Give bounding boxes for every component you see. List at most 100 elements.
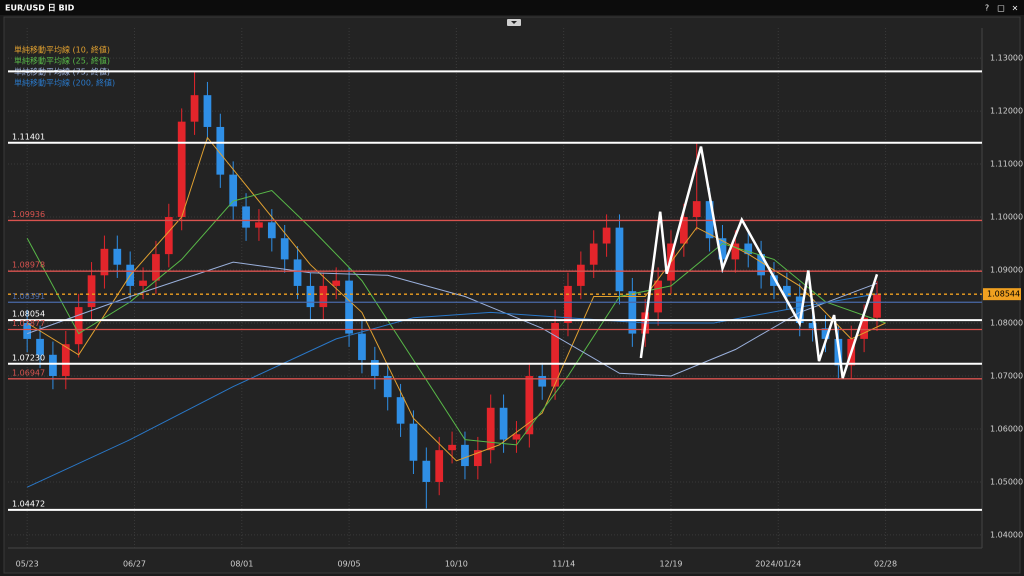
dropdown-arrow: [511, 21, 517, 24]
moving-average: [26, 136, 886, 462]
candle-body: [551, 322, 559, 387]
level-label: 1.06947: [12, 368, 45, 377]
candle-body: [860, 317, 868, 339]
candle-body: [499, 407, 508, 440]
x-tick-label: 09/05: [338, 560, 361, 569]
candle-body: [36, 338, 44, 355]
candle-body: [190, 95, 199, 122]
candle-body: [448, 444, 456, 451]
candle-body: [873, 294, 881, 318]
y-tick-label: 1.13000: [990, 54, 1023, 63]
window-title: EUR/USD 日 BID: [5, 4, 75, 13]
candle-body: [782, 285, 791, 297]
level-label: 1.04472: [12, 499, 45, 508]
candle-body: [332, 280, 341, 286]
moving-average: [27, 261, 878, 377]
x-tick-label: 2024/01/24: [755, 560, 801, 569]
candle-body: [525, 375, 534, 435]
candle-body: [808, 322, 817, 329]
candle-body: [358, 333, 366, 361]
candle-body: [280, 238, 289, 260]
trend-drawing: [639, 146, 879, 379]
chart-panel: [3, 16, 1021, 574]
candle-body: [821, 328, 830, 339]
x-tick-label: 02/28: [874, 560, 897, 569]
candle-body: [422, 460, 431, 482]
candle-body: [216, 126, 225, 175]
candle-body: [306, 285, 315, 308]
legend-entry: 単純移動平均線 (25, 終値): [14, 56, 110, 66]
candle-body: [396, 397, 405, 424]
maximize-button[interactable]: □: [997, 4, 1005, 13]
x-tick-label: 11/14: [552, 560, 575, 569]
candle-body: [177, 121, 186, 218]
candle-body: [74, 307, 83, 345]
x-tick-label: 06/27: [123, 560, 146, 569]
level-label: 1.08391: [12, 292, 45, 301]
candle-body: [718, 238, 727, 260]
legend-entry: 単純移動平均線 (200, 終値): [14, 78, 115, 88]
candle-body: [345, 280, 353, 334]
candle-body: [473, 450, 482, 467]
candle-body: [87, 275, 96, 308]
y-tick-label: 1.11000: [990, 160, 1023, 169]
y-tick-label: 1.06000: [990, 424, 1023, 433]
price-tag-label: 1.08544: [987, 290, 1020, 299]
y-tick-label: 1.12000: [990, 107, 1023, 116]
level-label: 1.07877: [12, 319, 45, 328]
level-label: 1.08054: [12, 310, 45, 319]
y-tick-label: 1.09000: [990, 266, 1023, 275]
candle-body: [654, 280, 662, 313]
candle-body: [770, 275, 778, 286]
candle-body: [486, 407, 495, 451]
candle-body: [744, 243, 753, 255]
candle-body: [538, 375, 547, 387]
level-label: 1.11401: [12, 132, 45, 141]
y-tick-label: 1.07000: [990, 371, 1023, 380]
candle-body: [628, 291, 637, 334]
x-tick-label: 10/10: [445, 560, 468, 569]
candle-body: [139, 280, 147, 286]
x-tick-label: 05/23: [16, 560, 39, 569]
candle-body: [255, 222, 263, 228]
y-tick-label: 1.04000: [990, 530, 1023, 539]
candle-body: [512, 434, 521, 440]
moving-average: [26, 293, 878, 488]
close-button[interactable]: ×: [1012, 4, 1019, 13]
candle-body: [100, 248, 109, 276]
candle-body: [164, 217, 173, 255]
candle-body: [152, 254, 160, 281]
candle-body: [461, 444, 469, 467]
y-tick-label: 1.08000: [990, 318, 1023, 327]
level-label: 1.09936: [12, 210, 45, 219]
candle-body: [705, 201, 714, 239]
candle-body: [267, 222, 276, 239]
x-tick-label: 12/19: [659, 560, 682, 569]
candle-body: [409, 423, 418, 461]
candle-body: [61, 344, 70, 376]
candle-body: [576, 264, 585, 286]
candle-body: [731, 243, 740, 260]
help-button[interactable]: ?: [985, 4, 989, 13]
candle-body: [113, 248, 122, 265]
candle-body: [757, 254, 765, 276]
candle-body: [242, 206, 250, 228]
candle-body: [293, 259, 302, 286]
level-label: 1.08978: [12, 261, 45, 270]
candle-body: [615, 227, 624, 292]
candle-body: [589, 243, 598, 265]
title-bar: [0, 0, 1024, 15]
candle-body: [795, 296, 804, 323]
y-tick-label: 1.10000: [990, 213, 1023, 222]
candle-body: [203, 95, 212, 127]
candle-body: [383, 375, 392, 398]
candle-body: [692, 201, 701, 218]
candle-body: [435, 450, 444, 482]
candle-body: [319, 285, 328, 308]
level-label: 1.07230: [12, 353, 45, 362]
candle-body: [679, 217, 688, 244]
candle-body: [370, 360, 379, 376]
y-tick-label: 1.05000: [990, 477, 1023, 486]
candle-body: [564, 285, 572, 323]
